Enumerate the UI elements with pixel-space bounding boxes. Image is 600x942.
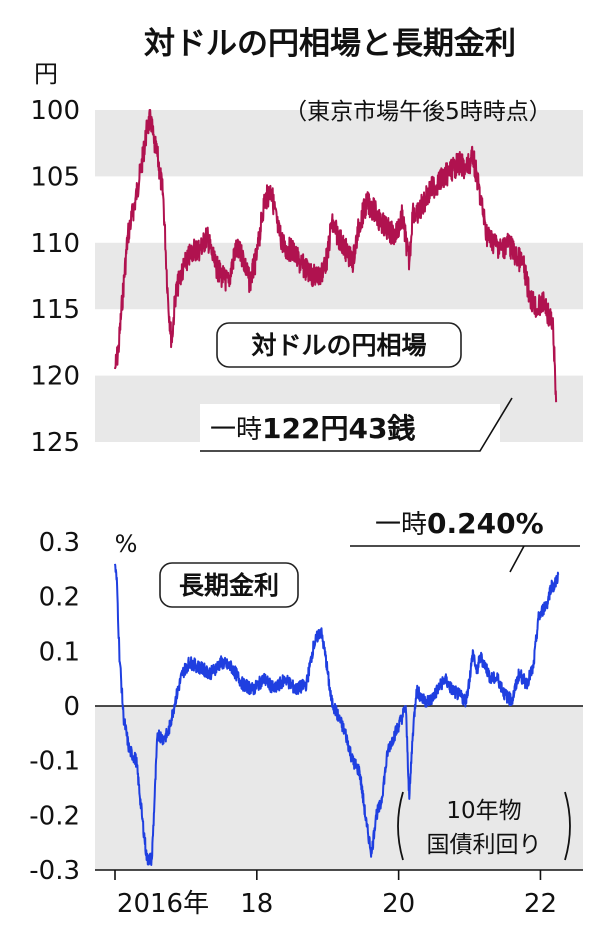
yen-chart-unit: 円 bbox=[34, 60, 58, 88]
yen-y-tick-label: 115 bbox=[30, 295, 80, 325]
rate-y-tick-label: 0.2 bbox=[39, 583, 80, 613]
rate-x-tick-label: 22 bbox=[524, 889, 557, 919]
rate-chart-x-ticks: 2016年 18 20 22 bbox=[114, 870, 557, 919]
rate-y-tick-label: 0 bbox=[63, 692, 80, 722]
yen-annotation-text: 一時122円43銭 bbox=[210, 412, 415, 445]
rate-annotation-text: 一時0.240% bbox=[375, 507, 544, 540]
rate-y-tick-label: 0.3 bbox=[39, 528, 80, 558]
rate-series-line bbox=[114, 563, 560, 866]
yen-y-tick-label: 125 bbox=[30, 428, 80, 458]
rate-chart: -0.3 -0.2 -0.1 0 0.1 0.2 0.3 2016年 18 20 22 % 長期金… bbox=[29, 507, 583, 919]
rate-x-tick-label: 2016年 bbox=[117, 889, 209, 919]
yen-annotation: 一時122円43銭 bbox=[200, 397, 513, 452]
figure-title: 対ドルの円相場と長期金利 bbox=[144, 26, 516, 62]
rate-note-line-1: 10年物 bbox=[446, 798, 521, 824]
rate-note-line-2: 国債利回り bbox=[427, 832, 542, 858]
rate-y-tick-label: -0.3 bbox=[29, 856, 80, 886]
yen-series-label-box bbox=[216, 322, 462, 368]
yen-annotation-leader bbox=[200, 397, 513, 452]
rate-y-tick-label: -0.1 bbox=[29, 747, 80, 777]
rate-chart-note: 10年物 国債利回り bbox=[397, 791, 571, 861]
rate-series-label: 長期金利 bbox=[179, 571, 279, 600]
rate-annotation-value: 0.240% bbox=[427, 507, 544, 540]
rate-series-label-box bbox=[159, 562, 299, 608]
yen-chart-note: （東京市場午後5時時点） bbox=[284, 99, 552, 125]
rate-y-tick-label: 0.1 bbox=[39, 637, 80, 667]
yen-chart-bands bbox=[95, 110, 583, 442]
yen-annotation-prefix: 一時 bbox=[210, 415, 262, 445]
yen-annotation-value: 122円43銭 bbox=[262, 412, 415, 445]
rate-annotation-prefix: 一時 bbox=[375, 510, 427, 540]
rate-annotation-leader bbox=[350, 545, 580, 573]
yen-chart: 100 105 110 115 120 125 円 （東京市場午後5時時点） 対ドルの円相… bbox=[30, 60, 583, 458]
rate-annotation: 一時0.240% bbox=[350, 507, 580, 573]
rate-y-tick-label: -0.2 bbox=[29, 801, 80, 831]
rate-x-tick-label: 20 bbox=[382, 889, 415, 919]
yen-annotation-backdrop bbox=[200, 404, 500, 448]
rate-note-bracket-left bbox=[397, 791, 404, 861]
yen-series-label: 対ドルの円相場 bbox=[251, 331, 426, 360]
yen-chart-band bbox=[95, 110, 583, 177]
yen-y-tick-label: 110 bbox=[30, 229, 80, 259]
rate-x-tick-label: 18 bbox=[240, 889, 273, 919]
rate-chart-y-ticks: -0.3 -0.2 -0.1 0 0.1 0.2 0.3 bbox=[29, 528, 80, 886]
yen-y-tick-label: 120 bbox=[30, 362, 80, 392]
yen-series-line bbox=[114, 109, 558, 403]
yen-y-tick-label: 100 bbox=[30, 96, 80, 126]
rate-chart-negative-band bbox=[95, 706, 583, 870]
rate-chart-unit: % bbox=[115, 530, 138, 558]
yen-y-tick-label: 105 bbox=[30, 162, 80, 192]
yen-chart-y-ticks: 100 105 110 115 120 125 bbox=[30, 96, 80, 458]
rate-note-bracket-right bbox=[564, 791, 571, 861]
